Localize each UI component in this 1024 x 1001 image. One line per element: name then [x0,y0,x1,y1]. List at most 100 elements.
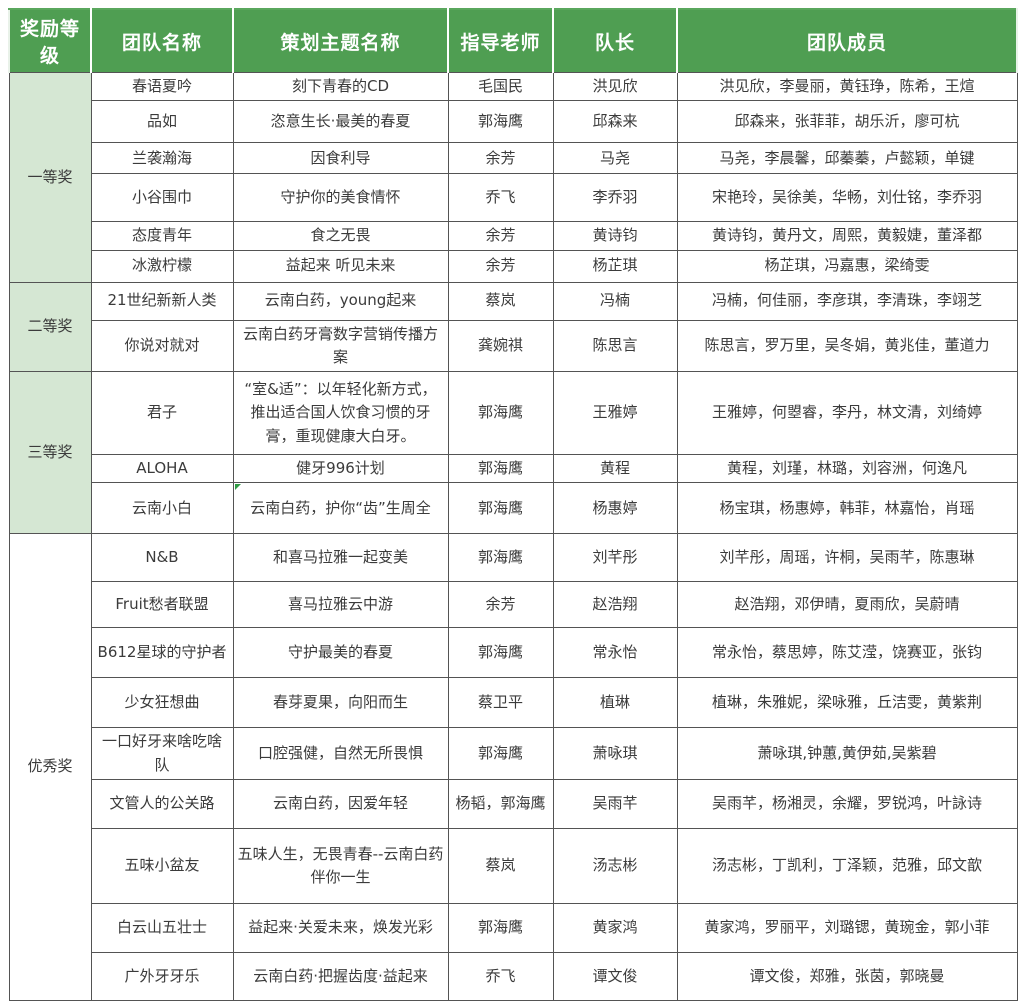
table-row: 三等奖 君子 “室&适”：以年轻化新方式，推出适合国人饮食习惯的牙膏，重现健康大白牙… [8,370,1018,535]
captain-cell: 赵浩翔 [552,581,678,629]
table-row: 一等奖 春语夏吟 刻下青春的CD 毛国民 洪见欣 洪见欣，李曼丽，黄钰琤，陈希，王煊 [8,71,1018,283]
captain-cell: 冯楠 [552,281,678,321]
members-cell: 汤志彬，丁凯利，丁泽颖，范雅，邱文歆 [676,827,1018,904]
team-name-cell: 兰袭瀚海 [90,142,234,175]
theme-cell: 守护最美的春夏 [232,627,449,679]
theme-cell: 春芽夏果，向阳而生 [232,677,449,729]
column-header-teacher: 指导老师 [447,8,554,73]
table-row: 少女狂想曲 春芽夏果，向阳而生 蔡卫平 植琳 植琳，朱雅妮，梁咏雅，丘洁雯，黄紫荆 [9,677,1018,729]
teacher-cell: 郭海鹰 [447,482,554,535]
column-header-team-name: 团队名称 [90,8,234,73]
team-name-cell: 一口好牙来啥吃啥队 [90,727,234,780]
theme-cell: 云南白药牙膏数字营销传播方案 [232,319,449,372]
table-row: 小谷围巾 守护你的美食情怀 乔飞 李乔羽 宋艳玲，吴徐美，华畅，刘仕铭，李乔羽 [9,173,1018,223]
teacher-cell: 余芳 [447,249,554,283]
captain-cell: 谭文俊 [552,951,678,1001]
table-row: Fruit愁者联盟 喜马拉雅云中游 余芳 赵浩翔 赵浩翔，邓伊晴，夏雨欣，吴蔚晴 [9,581,1018,629]
theme-cell: 云南白药，护你“齿”生周全 [232,482,449,535]
teacher-cell: 蔡卫平 [447,677,554,729]
captain-cell: 萧咏琪 [552,727,678,780]
team-name-cell: 少女狂想曲 [90,677,234,729]
theme-cell: 五味人生，无畏青春--云南白药伴你一生 [232,827,449,904]
header-row: 奖励等级 团队名称 策划主题名称 指导老师 队长 团队成员 [8,8,1018,73]
members-cell: 赵浩翔，邓伊晴，夏雨欣，吴蔚晴 [676,581,1018,629]
teacher-cell: 郭海鹰 [447,533,554,583]
captain-cell: 黄家鸿 [552,902,678,953]
team-name-cell: 冰激柠檬 [90,249,234,283]
team-name-cell: 你说对就对 [90,319,234,372]
members-cell: 洪见欣，李曼丽，黄钰琤，陈希，王煊 [676,71,1018,102]
theme-cell: 云南白药，因爱年轻 [232,778,449,829]
members-cell: 黄诗钧，黄丹文，周熙，黄毅婕，董泽都 [676,221,1018,251]
members-cell: 宋艳玲，吴徐美，华畅，刘仕铭，李乔羽 [676,173,1018,223]
captain-cell: 邱森来 [552,100,678,144]
award-level-cell: 三等奖 [8,370,92,535]
captain-cell: 陈思言 [552,319,678,372]
captain-cell: 杨惠婷 [552,482,678,535]
team-name-cell: 文管人的公关路 [90,778,234,829]
members-cell: 邱森来，张菲菲，胡乐沂，廖可杭 [676,100,1018,144]
captain-cell: 马尧 [552,142,678,175]
column-header-members: 团队成员 [676,8,1018,73]
theme-cell: 和喜马拉雅一起变美 [232,533,449,583]
theme-cell: 刻下青春的CD [232,71,449,102]
table-row: 你说对就对 云南白药牙膏数字营销传播方案 龚婉祺 陈思言 陈思言，罗万里，吴冬娟，黄兆佳… [9,319,1018,372]
team-name-cell: 广外牙牙乐 [90,951,234,1001]
members-cell: 冯楠，何佳丽，李彦琪，李清珠，李翊芝 [676,281,1018,321]
members-cell: 王雅婷，何曌睿，李丹，林文清，刘绮婷 [676,371,1018,455]
column-header-theme-name: 策划主题名称 [232,8,449,73]
column-header-captain: 队长 [552,8,678,73]
team-name-cell: N&B [90,533,234,583]
team-name-cell: 春语夏吟 [90,71,234,102]
theme-cell: 云南白药，young起来 [232,281,449,321]
team-name-cell: 白云山五壮士 [90,902,234,953]
table-row: 广外牙牙乐 云南白药·把握齿度·益起来 乔飞 谭文俊 谭文俊，郑雅，张茵，郭晓曼 [9,951,1018,1001]
teacher-cell: 郭海鹰 [447,371,554,455]
members-cell: 杨芷琪，冯嘉惠，梁绮雯 [676,249,1018,283]
teacher-cell: 郭海鹰 [447,100,554,144]
table-row: 兰袭瀚海 因食利导 余芳 马尧 马尧，李晨馨，邱蓁蓁，卢懿颖，单键 [9,142,1018,175]
team-name-cell: 五味小盆友 [90,827,234,904]
awards-table: 奖励等级 团队名称 策划主题名称 指导老师 队长 团队成员 一等奖 春语夏吟 刻下青… [8,8,1018,1001]
award-level-cell: 优秀奖 [8,533,92,1001]
teacher-cell: 乔飞 [447,173,554,223]
team-name-cell: Fruit愁者联盟 [90,581,234,629]
members-cell: 吴雨芊，杨湘灵，余耀，罗锐鸿，叶詠诗 [676,778,1018,829]
members-cell: 萧咏琪,钟蕙,黄伊茹,吴紫碧 [676,727,1018,780]
table-row: 云南小白 云南白药，护你“齿”生周全 郭海鹰 杨惠婷 杨宝琪，杨惠婷，韩菲，林嘉怡，肖瑶 [9,482,1018,535]
award-level-cell: 一等奖 [8,72,92,283]
table-row: 优秀奖 N&B 和喜马拉雅一起变美 郭海鹰 刘芊彤 刘芊彤，周瑶，许桐，吴雨芊，陈惠琳 [8,533,1018,1001]
teacher-cell: 乔飞 [447,951,554,1001]
theme-cell: 口腔强健，自然无所畏惧 [232,727,449,780]
column-header-award-level: 奖励等级 [8,8,92,73]
captain-cell: 黄诗钧 [552,221,678,251]
teacher-cell: 余芳 [447,142,554,175]
theme-cell: 因食利导 [232,142,449,175]
members-cell: 杨宝琪，杨惠婷，韩菲，林嘉怡，肖瑶 [676,482,1018,535]
theme-cell: 益起来·关爱未来，焕发光彩 [232,902,449,953]
team-name-cell: 品如 [90,100,234,144]
teacher-cell: 郭海鹰 [447,902,554,953]
members-cell: 刘芊彤，周瑶，许桐，吴雨芊，陈惠琳 [676,533,1018,583]
table-row: 态度青年 食之无畏 余芳 黄诗钧 黄诗钧，黄丹文，周熙，黄毅婕，董泽都 [9,221,1018,251]
theme-cell: 喜马拉雅云中游 [232,581,449,629]
table-row: B612星球的守护者 守护最美的春夏 郭海鹰 常永怡 常永怡，蔡思婷，陈艾滢，饶赛亚，张… [9,627,1018,679]
teacher-cell: 余芳 [447,581,554,629]
table-row: 一口好牙来啥吃啥队 口腔强健，自然无所畏惧 郭海鹰 萧咏琪 萧咏琪,钟蕙,黄伊茹,吴紫碧 [9,727,1018,780]
teacher-cell: 杨韬，郭海鹰 [447,778,554,829]
theme-cell: 健牙996计划 [232,453,449,484]
captain-cell: 李乔羽 [552,173,678,223]
table-body: 一等奖 春语夏吟 刻下青春的CD 毛国民 洪见欣 洪见欣，李曼丽，黄钰琤，陈希，王煊 品如恣… [8,71,1018,1001]
table-row: 冰激柠檬 益起来 听见未来 余芳 杨芷琪 杨芷琪，冯嘉惠，梁绮雯 [9,249,1018,283]
theme-cell: 恣意生长·最美的春夏 [232,100,449,144]
captain-cell: 吴雨芊 [552,778,678,829]
team-name-cell: 云南小白 [90,482,234,535]
members-cell: 黄家鸿，罗丽平，刘璐锶，黄琬金，郭小菲 [676,902,1018,953]
team-name-cell: 21世纪新新人类 [90,281,234,321]
award-level-cell: 二等奖 [8,281,92,372]
team-name-cell: 小谷围巾 [90,173,234,223]
members-cell: 马尧，李晨馨，邱蓁蓁，卢懿颖，单键 [676,142,1018,175]
team-name-cell: B612星球的守护者 [90,627,234,679]
table-row: 五味小盆友 五味人生，无畏青春--云南白药伴你一生 蔡岚 汤志彬 汤志彬，丁凯利，丁泽颖… [9,827,1018,904]
table-row: 文管人的公关路 云南白药，因爱年轻 杨韬，郭海鹰 吴雨芊 吴雨芊，杨湘灵，余耀，罗锐鸿，… [9,778,1018,829]
